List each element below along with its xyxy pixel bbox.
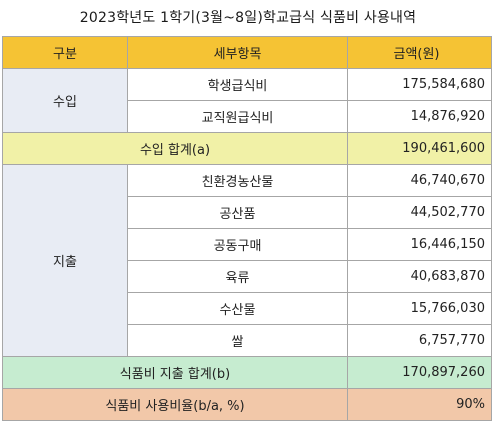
table-row: 지출 친환경농산물 46,740,670	[2, 164, 492, 357]
expense-amount-industrial: 44,502,770	[347, 196, 492, 229]
table-row: 공동구매 16,446,150	[3, 228, 492, 261]
table-row: 공산품 44,502,770	[3, 196, 492, 229]
income-amount-staff: 14,876,920	[347, 100, 492, 133]
expense-item-joint-purchase: 공동구매	[127, 228, 348, 261]
table-row: 교직원급식비 14,876,920	[3, 100, 492, 133]
income-category-cell: 수입	[2, 68, 128, 133]
income-total-row: 수입 합계(a) 190,461,600	[2, 132, 492, 165]
expense-item-eco-produce: 친환경농산물	[127, 164, 348, 197]
expense-item-meat: 육류	[127, 260, 348, 293]
table-row: 수산물 15,766,030	[3, 292, 492, 325]
expense-item-industrial: 공산품	[127, 196, 348, 229]
expense-amount-rice: 6,757,770	[347, 324, 492, 357]
expense-total-amount: 170,897,260	[347, 356, 492, 389]
income-total-label: 수입 합계(a)	[2, 132, 348, 165]
expense-item-rice: 쌀	[127, 324, 348, 357]
ratio-value: 90%	[347, 388, 492, 421]
income-item-student: 학생급식비	[127, 68, 348, 101]
expense-amount-meat: 40,683,870	[347, 260, 492, 293]
table-row: 수입 학생급식비 175,584,680	[2, 68, 492, 133]
income-amount-student: 175,584,680	[347, 68, 492, 101]
table-row: 쌀 6,757,770	[3, 324, 492, 357]
header-category: 구분	[2, 36, 128, 69]
header-item: 세부항목	[127, 36, 348, 69]
income-total-amount: 190,461,600	[347, 132, 492, 165]
expense-category-cell: 지출	[2, 164, 128, 357]
table-row: 육류 40,683,870	[3, 260, 492, 293]
ratio-row: 식품비 사용비율(b/a, %) 90%	[2, 388, 492, 421]
expense-amount-seafood: 15,766,030	[347, 292, 492, 325]
expense-total-row: 식품비 지출 합계(b) 170,897,260	[2, 356, 492, 389]
expense-amount-joint-purchase: 16,446,150	[347, 228, 492, 261]
expense-amount-eco-produce: 46,740,670	[347, 164, 492, 197]
expense-item-seafood: 수산물	[127, 292, 348, 325]
expense-total-label: 식품비 지출 합계(b)	[2, 356, 348, 389]
food-expense-table: 구분 세부항목 금액(원) 수입 학생급식비 175,584,680 교직원급식…	[2, 36, 492, 421]
ratio-label: 식품비 사용비율(b/a, %)	[2, 388, 348, 421]
document-title: 2023학년도 1학기(3월~8일)학교급식 식품비 사용내역	[79, 10, 417, 26]
header-amount: 금액(원)	[347, 36, 492, 69]
table-header-row: 구분 세부항목 금액(원)	[2, 36, 492, 69]
income-item-staff: 교직원급식비	[127, 100, 348, 133]
